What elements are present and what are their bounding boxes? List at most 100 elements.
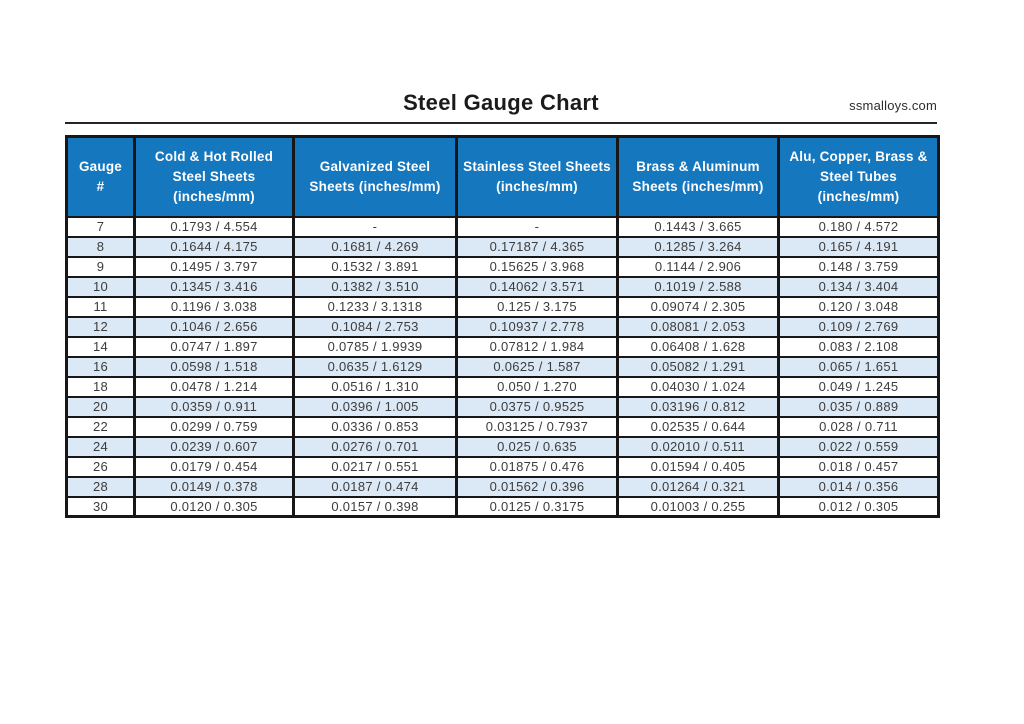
value-cell: 0.0396 / 1.005 [292, 395, 458, 418]
value-cell: 0.0217 / 0.551 [292, 455, 458, 478]
gauge-cell: 22 [65, 415, 136, 438]
value-cell: 0.01264 / 0.321 [616, 475, 780, 498]
table-body: 7 0.1793 / 4.554- -0.1443 / 3.665 0.180 / 4… [65, 215, 940, 518]
value-cell: 0.014 / 0.356 [777, 475, 940, 498]
value-cell: 0.0125 / 0.3175 [455, 495, 619, 518]
value-cell: 0.1233 / 3.1318 [292, 295, 458, 318]
value-cell: 0.1793 / 4.554 [133, 215, 295, 238]
gauge-cell: 30 [65, 495, 136, 518]
value-cell: 0.0299 / 0.759 [133, 415, 295, 438]
value-cell: 0.10937 / 2.778 [455, 315, 619, 338]
value-cell: 0.050 / 1.270 [455, 375, 619, 398]
value-cell: 0.0516 / 1.310 [292, 375, 458, 398]
value-cell: 0.15625 / 3.968 [455, 255, 619, 278]
value-cell: 0.025 / 0.635 [455, 435, 619, 458]
value-cell: 0.1644 / 4.175 [133, 235, 295, 258]
gauge-cell: 14 [65, 335, 136, 358]
table-row: 7 0.1793 / 4.554- -0.1443 / 3.665 0.180 / 4… [65, 215, 940, 238]
value-cell: 0.049 / 1.245 [777, 375, 940, 398]
value-cell: 0.1285 / 3.264 [616, 235, 780, 258]
table-row: 9 0.1495 / 3.797 0.1532 / 3.891 0.15625 / 3… [65, 255, 940, 278]
value-cell: 0.05082 / 1.291 [616, 355, 780, 378]
page-content: Steel Gauge Chart ssmalloys.com Gauge # C… [65, 0, 940, 519]
value-cell: 0.180 / 4.572 [777, 215, 940, 238]
value-cell: 0.0747 / 1.897 [133, 335, 295, 358]
value-cell: 0.0625 / 1.587 [455, 355, 619, 378]
value-cell: 0.0149 / 0.378 [133, 475, 295, 498]
value-cell: 0.0635 / 1.6129 [292, 355, 458, 378]
gauge-cell: 26 [65, 455, 136, 478]
value-cell: - [455, 215, 619, 238]
value-cell: 0.065 / 1.651 [777, 355, 940, 378]
value-cell: 0.14062 / 3.571 [455, 275, 619, 298]
value-cell: 0.03196 / 0.812 [616, 395, 780, 418]
table-row: 18 0.0478 / 1.214 0.0516 / 1.310 0.050 / 1.… [65, 375, 940, 398]
table-row: 10 0.1345 / 3.416 0.1382 / 3.510 0.14062 / … [65, 275, 940, 298]
table-row: 16 0.0598 / 1.518 0.0635 / 1.6129 0.0625 / … [65, 355, 940, 378]
value-cell: 0.04030 / 1.024 [616, 375, 780, 398]
table-row: 14 0.0747 / 1.897 0.0785 / 1.9939 0.07812 /… [65, 335, 940, 358]
value-cell: 0.148 / 3.759 [777, 255, 940, 278]
gauge-cell: 16 [65, 355, 136, 378]
value-cell: 0.01875 / 0.476 [455, 455, 619, 478]
value-cell: 0.0359 / 0.911 [133, 395, 295, 418]
value-cell: 0.035 / 0.889 [777, 395, 940, 418]
table-row: 24 0.0239 / 0.607 0.0276 / 0.701 0.025 / 0.… [65, 435, 940, 458]
value-cell: 0.0478 / 1.214 [133, 375, 295, 398]
column-header-brass-aluminum: Brass & Aluminum Sheets (inches/mm) [616, 135, 780, 218]
value-cell: 0.1382 / 3.510 [292, 275, 458, 298]
value-cell: 0.1084 / 2.753 [292, 315, 458, 338]
value-cell: 0.1495 / 3.797 [133, 255, 295, 278]
gauge-cell: 12 [65, 315, 136, 338]
gauge-cell: 7 [65, 215, 136, 238]
value-cell: 0.125 / 3.175 [455, 295, 619, 318]
gauge-cell: 20 [65, 395, 136, 418]
value-cell: 0.1681 / 4.269 [292, 235, 458, 258]
title-divider [65, 122, 937, 125]
table-row: 20 0.0359 / 0.911 0.0396 / 1.005 0.0375 / 0… [65, 395, 940, 418]
value-cell: 0.0179 / 0.454 [133, 455, 295, 478]
table-row: 8 0.1644 / 4.175 0.1681 / 4.269 0.17187 / 4… [65, 235, 940, 258]
value-cell: 0.08081 / 2.053 [616, 315, 780, 338]
value-cell: 0.09074 / 2.305 [616, 295, 780, 318]
table-row: 22 0.0299 / 0.759 0.0336 / 0.853 0.03125 / … [65, 415, 940, 438]
value-cell: 0.1019 / 2.588 [616, 275, 780, 298]
value-cell: - [292, 215, 458, 238]
column-header-gauge: Gauge # [65, 135, 136, 218]
gauge-cell: 8 [65, 235, 136, 258]
table-row: 30 0.0120 / 0.305 0.0157 / 0.398 0.0125 / 0… [65, 495, 940, 518]
value-cell: 0.1196 / 3.038 [133, 295, 295, 318]
gauge-cell: 28 [65, 475, 136, 498]
table-row: 28 0.0149 / 0.378 0.0187 / 0.474 0.01562 / … [65, 475, 940, 498]
page-header: Steel Gauge Chart ssmalloys.com [65, 0, 937, 115]
value-cell: 0.01562 / 0.396 [455, 475, 619, 498]
table-row: 11 0.1196 / 3.038 0.1233 / 3.1318 0.125 / 3… [65, 295, 940, 318]
value-cell: 0.120 / 3.048 [777, 295, 940, 318]
steel-gauge-table: Gauge # Cold & Hot Rolled Steel Sheets (i… [65, 135, 940, 519]
gauge-cell: 24 [65, 435, 136, 458]
table-row: 12 0.1046 / 2.656 0.1084 / 2.753 0.10937 / … [65, 315, 940, 338]
column-header-stainless: Stainless Steel Sheets (inches/mm) [455, 135, 619, 218]
value-cell: 0.012 / 0.305 [777, 495, 940, 518]
gauge-cell: 11 [65, 295, 136, 318]
website-label: ssmalloys.com [849, 98, 937, 113]
value-cell: 0.083 / 2.108 [777, 335, 940, 358]
value-cell: 0.022 / 0.559 [777, 435, 940, 458]
column-header-cold-hot-rolled: Cold & Hot Rolled Steel Sheets (inches/m… [133, 135, 295, 218]
value-cell: 0.1144 / 2.906 [616, 255, 780, 278]
value-cell: 0.0598 / 1.518 [133, 355, 295, 378]
value-cell: 0.018 / 0.457 [777, 455, 940, 478]
value-cell: 0.1345 / 3.416 [133, 275, 295, 298]
value-cell: 0.17187 / 4.365 [455, 235, 619, 258]
gauge-cell: 9 [65, 255, 136, 278]
table-header: Gauge # Cold & Hot Rolled Steel Sheets (i… [65, 135, 940, 218]
table-row: 26 0.0179 / 0.454 0.0217 / 0.551 0.01875 / … [65, 455, 940, 478]
value-cell: 0.0785 / 1.9939 [292, 335, 458, 358]
value-cell: 0.02535 / 0.644 [616, 415, 780, 438]
header-row: Gauge # Cold & Hot Rolled Steel Sheets (i… [65, 135, 940, 218]
value-cell: 0.109 / 2.769 [777, 315, 940, 338]
value-cell: 0.0375 / 0.9525 [455, 395, 619, 418]
value-cell: 0.0120 / 0.305 [133, 495, 295, 518]
column-header-galvanized: Galvanized Steel Sheets (inches/mm) [292, 135, 458, 218]
value-cell: 0.03125 / 0.7937 [455, 415, 619, 438]
